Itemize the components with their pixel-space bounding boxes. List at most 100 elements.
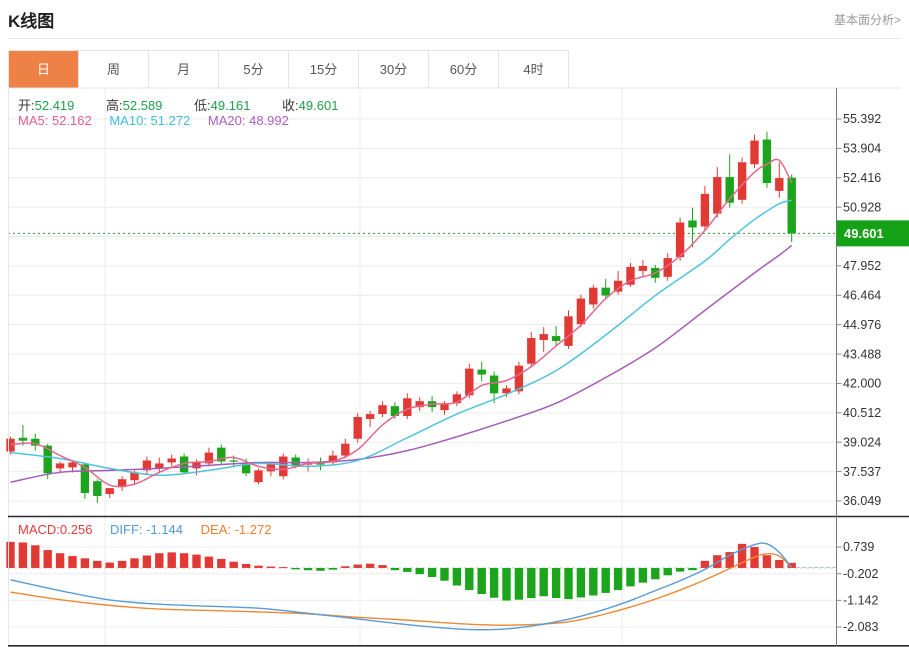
close-label: 收: bbox=[282, 98, 299, 113]
y-axis-label-main: 52.416 bbox=[843, 171, 881, 185]
candle bbox=[576, 298, 586, 325]
candle bbox=[713, 177, 722, 214]
y-axis-label-main: 53.904 bbox=[843, 142, 881, 156]
tab-60min[interactable]: 60分 bbox=[429, 51, 499, 88]
y-axis-label-main: 36.049 bbox=[843, 494, 881, 508]
macd-bar bbox=[663, 567, 672, 576]
candle bbox=[452, 394, 462, 404]
macd-bar bbox=[638, 567, 648, 583]
candle bbox=[675, 222, 685, 258]
macd-bar bbox=[117, 560, 127, 568]
macd-bar bbox=[601, 567, 610, 593]
candle bbox=[117, 479, 127, 488]
candle bbox=[204, 452, 214, 464]
tab-day[interactable]: 日 bbox=[9, 51, 79, 88]
macd-bar bbox=[254, 565, 263, 568]
tab-5min[interactable]: 5分 bbox=[219, 51, 289, 88]
y-axis-label-macd: -2.083 bbox=[843, 620, 878, 634]
y-axis-label-main: 50.928 bbox=[843, 200, 881, 214]
tab-month[interactable]: 月 bbox=[149, 51, 219, 88]
macd-bar bbox=[43, 550, 52, 568]
macd-bar bbox=[217, 558, 226, 568]
macd-bar bbox=[688, 567, 697, 571]
ma10-legend: MA10: 51.272 bbox=[109, 113, 191, 128]
y-axis-label-main: 55.392 bbox=[843, 112, 881, 126]
macd-bar bbox=[576, 567, 586, 598]
macd-bar bbox=[291, 567, 300, 570]
candle bbox=[725, 177, 734, 203]
macd-bar bbox=[167, 552, 176, 568]
candle bbox=[663, 258, 672, 277]
candle bbox=[254, 470, 263, 483]
dea-value-legend: DEA: -1.272 bbox=[200, 522, 272, 537]
macd-bar bbox=[80, 558, 90, 568]
tab-30min[interactable]: 30分 bbox=[359, 51, 429, 88]
diff-line bbox=[10, 542, 793, 631]
macd-bar bbox=[427, 567, 437, 578]
candle bbox=[328, 455, 338, 463]
macd-bar bbox=[55, 553, 65, 568]
fundamental-analysis-link[interactable]: 基本面分析> bbox=[833, 13, 901, 27]
macd-bar bbox=[105, 562, 114, 568]
macd-bar bbox=[564, 567, 573, 600]
candle bbox=[700, 193, 710, 227]
candle bbox=[130, 472, 139, 481]
candle bbox=[539, 334, 548, 341]
macd-bar bbox=[700, 560, 710, 568]
candle bbox=[365, 414, 375, 419]
ma20-line bbox=[10, 244, 793, 483]
macd-bar bbox=[229, 561, 238, 568]
macd-bar bbox=[737, 543, 747, 568]
candle bbox=[279, 456, 288, 477]
macd-bar bbox=[465, 567, 474, 591]
candle bbox=[514, 365, 524, 392]
macd-bar bbox=[775, 560, 784, 568]
candle bbox=[737, 162, 747, 200]
tab-15min[interactable]: 15分 bbox=[289, 51, 359, 88]
high-value: 52.589 bbox=[122, 98, 163, 113]
macd-bar bbox=[6, 541, 15, 568]
candle bbox=[18, 437, 28, 441]
candle bbox=[353, 417, 362, 439]
open-label: 开: bbox=[18, 98, 35, 113]
low-label: 低: bbox=[194, 98, 211, 113]
ohlc-legend: 开:52.419 高:52.589 低:49.161 收:49.601 bbox=[18, 95, 366, 114]
candle bbox=[626, 266, 635, 285]
macd-value-legend: MACD:0.256 bbox=[18, 522, 93, 537]
candle bbox=[787, 177, 796, 234]
candle bbox=[192, 462, 201, 469]
macd-bar bbox=[365, 563, 375, 568]
tab-4hour[interactable]: 4时 bbox=[499, 51, 569, 88]
macd-bar bbox=[68, 556, 77, 568]
candle bbox=[31, 438, 40, 446]
candle bbox=[551, 336, 561, 341]
tab-week[interactable]: 周 bbox=[79, 51, 149, 88]
macd-bar bbox=[31, 545, 40, 568]
candle bbox=[465, 368, 474, 396]
candle bbox=[489, 375, 499, 394]
high-label: 高: bbox=[106, 98, 123, 113]
macd-bar bbox=[613, 567, 623, 591]
candle bbox=[167, 458, 176, 463]
candle bbox=[241, 462, 251, 474]
candle bbox=[266, 464, 276, 472]
y-axis-label-main: 44.976 bbox=[843, 318, 881, 332]
candle bbox=[179, 456, 189, 473]
candle bbox=[80, 464, 90, 494]
macd-bar bbox=[626, 567, 635, 587]
macd-legend: MACD:0.256 DIFF: -1.144 DEA: -1.272 bbox=[18, 522, 285, 537]
candle bbox=[291, 457, 300, 466]
macd-bar bbox=[651, 567, 660, 580]
macd-bar bbox=[303, 567, 313, 571]
macd-bar bbox=[489, 567, 499, 598]
candle bbox=[589, 287, 598, 305]
candle bbox=[378, 405, 387, 415]
candle bbox=[762, 139, 772, 184]
macd-bar bbox=[328, 567, 338, 570]
candle bbox=[55, 463, 65, 469]
macd-bar bbox=[725, 552, 734, 568]
candle bbox=[613, 280, 623, 292]
ma5-line bbox=[10, 158, 793, 488]
candle bbox=[229, 460, 238, 462]
